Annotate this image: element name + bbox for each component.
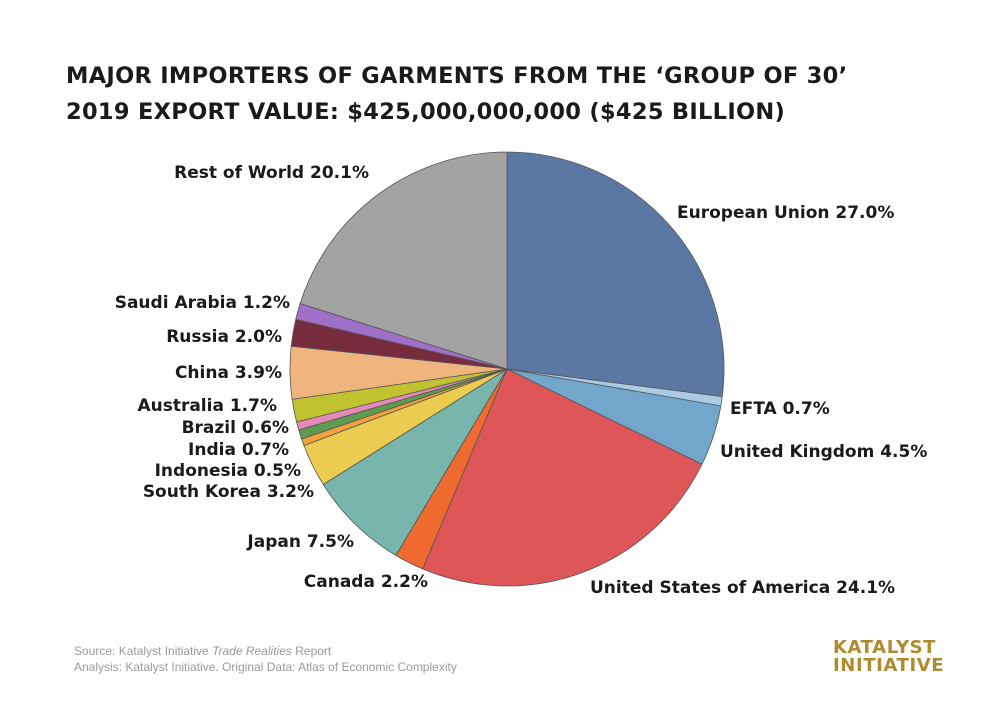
pie-label-rest-of-world: Rest of World 20.1%: [174, 163, 369, 183]
pie-slice-rest-of-world: [299, 151, 508, 370]
pie-label-south-korea: South Korea 3.2%: [143, 482, 314, 502]
pie-label-brazil: Brazil 0.6%: [182, 418, 289, 438]
source-suffix: Report: [291, 644, 332, 658]
pie-label-russia: Russia 2.0%: [166, 327, 282, 347]
chart-title-line-1: MAJOR IMPORTERS OF GARMENTS FROM THE ‘GR…: [66, 63, 848, 89]
pie-label-australia: Australia 1.7%: [137, 396, 277, 416]
pie-slice-european-union: [506, 151, 725, 397]
source-note: Source: Katalyst Initiative Trade Realit…: [74, 643, 457, 675]
logo-line-2: INITIATIVE: [833, 655, 945, 676]
pie-label-united-states-of-america: United States of America 24.1%: [590, 578, 895, 598]
pie-label-european-union: European Union 27.0%: [677, 203, 894, 223]
pie-label-india: India 0.7%: [188, 440, 289, 460]
pie-slices: [289, 151, 725, 587]
analysis-line: Analysis: Katalyst Initiative. Original …: [74, 660, 457, 674]
katalyst-logo: KATALYST INITIATIVE: [833, 639, 944, 675]
chart-title-line-2: 2019 EXPORT VALUE: $425,000,000,000 ($42…: [66, 99, 786, 125]
source-line: Source: Katalyst Initiative Trade Realit…: [74, 643, 457, 659]
pie-label-japan: Japan 7.5%: [246, 532, 354, 552]
pie-label-canada: Canada 2.2%: [304, 572, 428, 592]
pie-slice-japan: [322, 368, 508, 556]
pie-label-china: China 3.9%: [175, 363, 282, 383]
source-report-name: Trade Realities: [212, 644, 292, 658]
pie-label-indonesia: Indonesia 0.5%: [155, 461, 301, 481]
chart-title: MAJOR IMPORTERS OF GARMENTS FROM THE ‘GR…: [66, 58, 847, 130]
pie-label-united-kingdom: United Kingdom 4.5%: [720, 442, 927, 462]
pie-slice-united-states-of-america: [422, 368, 703, 587]
logo-line-1: KATALYST: [833, 637, 937, 658]
pie-labels: European Union 27.0% EFTA 0.7% United King…: [115, 163, 928, 598]
pie-label-efta: EFTA 0.7%: [730, 399, 830, 419]
source-prefix: Source: Katalyst Initiative: [74, 644, 213, 658]
pie-label-saudi-arabia: Saudi Arabia 1.2%: [115, 293, 290, 313]
